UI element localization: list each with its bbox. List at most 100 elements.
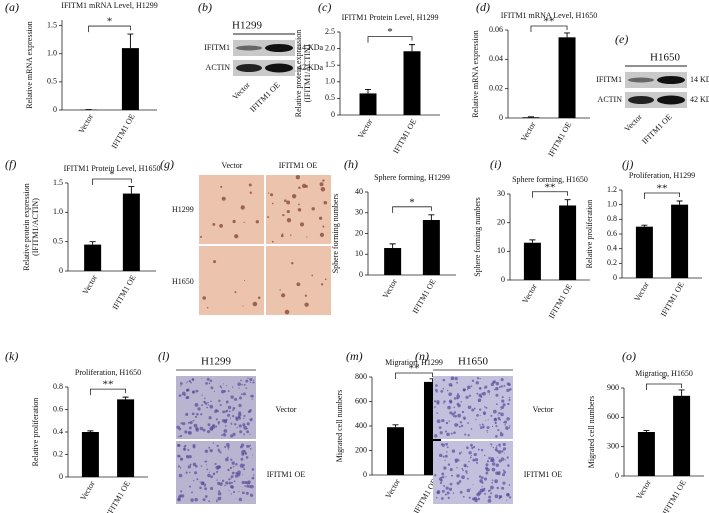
cell: [188, 430, 192, 435]
error-bar: [89, 241, 96, 245]
cell: [243, 221, 245, 223]
x-tick-label: IFITM1 OE: [547, 282, 574, 320]
cell: [178, 475, 180, 477]
cell: [323, 201, 328, 205]
cell: [502, 469, 505, 472]
cell: [179, 466, 182, 469]
cell: [249, 444, 252, 446]
cell: [235, 416, 238, 420]
chart-title: Migration, H1299: [385, 358, 443, 367]
cell: [245, 456, 249, 459]
bar: [121, 48, 139, 110]
cell: [319, 182, 324, 187]
cell: [489, 489, 492, 492]
cell: [476, 377, 480, 380]
error-bar: [87, 430, 94, 432]
bar: [422, 220, 440, 275]
panel-letter: (a): [5, 0, 19, 14]
cell: [238, 387, 240, 389]
cell: [320, 186, 326, 192]
y-tick-label: 2.5: [325, 27, 335, 36]
cell: [208, 446, 211, 449]
cell: [467, 422, 469, 424]
cell: [441, 475, 445, 479]
cell: [436, 412, 439, 415]
error-bar: [392, 424, 399, 428]
significance-label: **: [657, 183, 668, 195]
cell: [230, 417, 232, 419]
cell: [434, 406, 436, 408]
cell: [449, 400, 453, 404]
cell: [443, 466, 447, 470]
cell: [230, 481, 233, 484]
cell: [453, 406, 456, 409]
cell: [291, 193, 297, 199]
x-tick-label: IFITM1 OE: [105, 479, 132, 513]
cell: [502, 481, 506, 485]
y-tick-label: 0: [499, 113, 503, 122]
y-tick-label: 0.6: [53, 404, 63, 413]
cell-line: H1299: [232, 20, 262, 32]
cell: [497, 472, 500, 475]
cell: [322, 179, 325, 182]
cell: [448, 382, 453, 387]
bar: [403, 51, 421, 115]
cell: [490, 492, 493, 495]
bar: [671, 204, 689, 278]
cell: [442, 378, 446, 382]
cell: [498, 386, 501, 389]
cell: [190, 381, 192, 384]
cell: [495, 381, 500, 386]
cell: [241, 480, 245, 485]
cell: [439, 431, 443, 435]
bar: [522, 117, 540, 118]
cell: [194, 403, 199, 407]
cell: [194, 497, 198, 502]
cell: [490, 459, 494, 463]
cell: [497, 428, 500, 432]
cell: [502, 442, 506, 446]
cell: [192, 419, 195, 422]
cell: [436, 419, 441, 424]
cell: [185, 396, 189, 400]
lane-label: Vector: [623, 112, 644, 133]
y-tick-label: 1.0: [47, 49, 57, 58]
cell: [492, 446, 494, 449]
y-tick-label: 200: [355, 445, 367, 454]
cell: [508, 398, 511, 402]
cell: [311, 207, 315, 211]
cell: [454, 377, 458, 381]
cell: [200, 481, 205, 486]
cell: [207, 401, 209, 404]
y-axis-label: Relative protein expression: [294, 30, 303, 118]
cell: [507, 464, 510, 467]
cell: [252, 454, 254, 456]
cell: [238, 416, 242, 420]
chart-title: Proliferation, H1650: [75, 368, 141, 377]
cell: [450, 432, 453, 435]
cell: [202, 296, 206, 300]
chart-title: Proliferation, H1299: [629, 171, 695, 180]
cell: [474, 458, 479, 462]
cell: [239, 464, 244, 468]
cell: [251, 398, 253, 400]
y-tick-label: 2.0: [325, 43, 335, 52]
cell: [210, 400, 212, 403]
cell: [242, 423, 246, 427]
cell: [460, 401, 462, 403]
cell: [219, 451, 222, 454]
x-tick-label: Vector: [634, 478, 652, 501]
cell: [209, 379, 213, 383]
bar: [122, 193, 140, 271]
cell: [210, 386, 214, 390]
panel-letter: (n): [415, 349, 429, 363]
cell: [234, 423, 237, 426]
cell: [483, 477, 488, 481]
cell: [282, 214, 285, 217]
cell: [473, 407, 476, 410]
cell: [194, 415, 198, 419]
cell: [483, 413, 486, 416]
cell: [212, 472, 216, 476]
size-label: 14 KDa: [690, 75, 709, 84]
cell: [480, 481, 482, 483]
